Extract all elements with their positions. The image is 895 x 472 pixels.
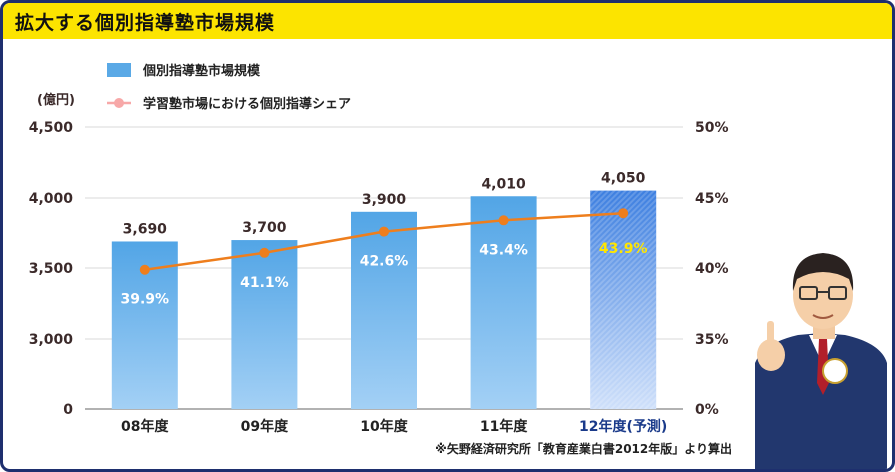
source-note: ※矢野経済研究所「教育産業白書2012年版」より算出 bbox=[435, 442, 732, 456]
right-tick-label: 35% bbox=[695, 332, 729, 348]
category-label: 08年度 bbox=[121, 418, 169, 435]
share-value-label: 39.9% bbox=[121, 292, 170, 308]
combo-chart: 03,0003,5004,0004,5000%35%40%45%50%(億円) … bbox=[29, 63, 887, 469]
left-tick-label: 3,000 bbox=[29, 332, 74, 348]
right-tick-label: 50% bbox=[695, 120, 729, 136]
bar bbox=[351, 211, 417, 409]
category-label: 12年度(予測) bbox=[579, 418, 667, 435]
legend-line-label: 学習塾市場における個別指導シェア bbox=[143, 96, 351, 112]
legend-bar-label: 個別指導塾市場規模 bbox=[142, 63, 261, 79]
share-point bbox=[498, 215, 509, 226]
chart-title: 拡大する個別指導塾市場規模 bbox=[15, 12, 276, 34]
share-point bbox=[139, 264, 150, 275]
left-axis-unit: (億円) bbox=[37, 92, 75, 108]
share-point bbox=[379, 226, 389, 237]
bar-value-label: 3,690 bbox=[123, 221, 168, 237]
legend-bar-swatch bbox=[107, 63, 131, 77]
bar-value-label: 3,900 bbox=[362, 192, 407, 208]
right-tick-label: 40% bbox=[695, 261, 729, 277]
bar-forecast-hatch bbox=[590, 190, 657, 409]
share-point bbox=[259, 247, 270, 258]
left-tick-label: 4,500 bbox=[29, 120, 74, 136]
bar bbox=[470, 196, 537, 409]
category-label: 10年度 bbox=[360, 418, 408, 435]
bar-value-label: 4,050 bbox=[601, 171, 646, 187]
bar-value-label: 3,700 bbox=[242, 220, 287, 236]
bar-value-label: 4,010 bbox=[481, 176, 526, 192]
right-tick-label: 45% bbox=[695, 191, 729, 207]
left-tick-label: 0 bbox=[63, 402, 73, 418]
share-value-label: 43.9% bbox=[599, 241, 648, 257]
bar bbox=[231, 240, 298, 409]
left-tick-label: 4,000 bbox=[29, 191, 74, 207]
category-label: 11年度 bbox=[480, 418, 528, 435]
legend-line-marker bbox=[114, 98, 124, 108]
share-value-label: 43.4% bbox=[479, 242, 528, 258]
right-tick-label: 0% bbox=[695, 402, 719, 418]
category-label: 09年度 bbox=[241, 418, 289, 435]
left-tick-label: 3,500 bbox=[29, 261, 74, 277]
share-value-label: 42.6% bbox=[360, 254, 409, 270]
share-point bbox=[618, 208, 629, 219]
share-value-label: 41.1% bbox=[240, 275, 289, 291]
teacher-character bbox=[755, 253, 887, 469]
title-bar: 拡大する個別指導塾市場規模 bbox=[3, 3, 892, 39]
